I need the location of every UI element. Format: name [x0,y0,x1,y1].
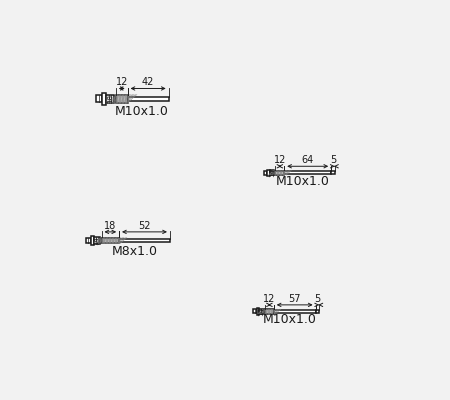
Bar [257,308,259,314]
Text: 52: 52 [138,220,151,230]
Text: 14: 14 [258,307,264,316]
Text: 12: 12 [274,155,286,165]
Bar [106,94,114,103]
Bar [114,96,116,102]
Bar [331,172,335,174]
Bar [116,94,128,103]
Bar [275,170,284,175]
Text: M10x1.0: M10x1.0 [276,175,329,188]
Bar [274,310,315,313]
Bar [264,171,267,175]
Bar [102,93,106,105]
Text: 42: 42 [142,77,154,87]
Bar [99,238,102,242]
Bar [96,95,102,102]
Text: 14: 14 [269,168,275,177]
Text: 14: 14 [94,236,99,245]
Bar [102,238,119,244]
Text: 5: 5 [330,155,336,165]
Bar [267,170,270,176]
Text: 12: 12 [116,77,128,87]
Bar [91,236,94,245]
Bar [253,309,257,313]
Text: 12: 12 [263,294,275,304]
Text: M8x1.0: M8x1.0 [112,245,158,258]
Bar [265,309,274,314]
Bar [315,310,319,313]
Bar [270,170,274,175]
Text: 57: 57 [288,294,301,304]
Bar [86,238,91,243]
Bar [128,97,169,101]
Text: 64: 64 [302,155,314,165]
Bar [274,171,275,174]
Text: M10x1.0: M10x1.0 [263,313,316,326]
Bar [259,309,264,314]
Text: M10x1.0: M10x1.0 [114,105,168,118]
Bar [94,237,99,244]
Text: 5: 5 [314,294,320,304]
Bar [284,172,331,174]
Text: 18: 18 [107,94,113,103]
Bar [119,239,170,242]
Text: 18: 18 [104,220,117,230]
Bar [264,310,265,313]
